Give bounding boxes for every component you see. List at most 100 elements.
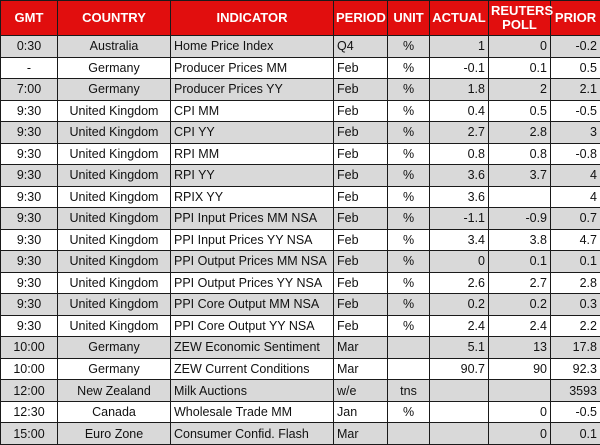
table-row: 9:30 United Kingdom CPI YY Feb% 2.7 2.8 3	[0, 121, 600, 144]
cell-period: Feb	[333, 99, 388, 123]
cell-prior: 92.3	[550, 357, 600, 381]
cell-reuters-poll: 13	[488, 336, 551, 359]
table-row: 9:30 United Kingdom PPI Input Prices YY NS…	[0, 228, 600, 252]
cell-reuters-poll: -0.9	[488, 207, 551, 230]
cell-gmt: 9:30	[0, 185, 58, 209]
cell-reuters-poll: 2	[488, 78, 551, 101]
cell-country: United Kingdom	[57, 185, 171, 209]
cell-country: United Kingdom	[57, 164, 171, 187]
cell-actual	[429, 400, 489, 424]
cell-actual	[429, 379, 489, 402]
cell-period: Feb	[333, 293, 388, 316]
cell-prior: 0.1	[550, 250, 600, 273]
cell-reuters-poll: 0.1	[488, 56, 551, 80]
column-header-actual: ACTUAL	[429, 0, 489, 36]
cell-reuters-poll	[488, 185, 551, 209]
table-row: 12:00 New Zealand Milk Auctions w/e tns 3593	[0, 379, 600, 402]
cell-prior: -0.2	[550, 35, 600, 58]
cell-actual: 0.4	[429, 99, 489, 123]
cell-indicator: Consumer Confid. Flash	[170, 422, 334, 445]
cell-country: Euro Zone	[57, 422, 171, 445]
cell-prior: 17.8	[550, 336, 600, 359]
table-row: 9:30 United Kingdom RPI YY Feb% 3.6 3.7 4	[0, 164, 600, 187]
cell-unit: %	[387, 142, 430, 166]
cell-indicator: PPI Core Output MM NSA	[170, 293, 334, 316]
cell-country: United Kingdom	[57, 314, 171, 338]
cell-indicator: RPI YY	[170, 164, 334, 187]
cell-prior: -0.5	[550, 99, 600, 123]
table-body: 0:30 Australia Home Price Index Q4% 1 0 -0.2- G…	[0, 35, 600, 445]
cell-gmt: 9:30	[0, 271, 58, 295]
cell-country: Canada	[57, 400, 171, 424]
cell-country: United Kingdom	[57, 228, 171, 252]
cell-prior: 2.1	[550, 78, 600, 101]
column-header-country: COUNTRY	[57, 0, 171, 36]
cell-actual: 2.4	[429, 314, 489, 338]
cell-indicator: CPI MM	[170, 99, 334, 123]
cell-reuters-poll: 2.4	[488, 314, 551, 338]
cell-actual: -1.1	[429, 207, 489, 230]
cell-period: Feb	[333, 121, 388, 144]
table-row: 10:00 Germany ZEW Economic Sentiment Mar 5.1…	[0, 336, 600, 359]
cell-gmt: 9:30	[0, 99, 58, 123]
cell-period: Feb	[333, 228, 388, 252]
table-row: 9:30 United Kingdom PPI Input Prices MM NS…	[0, 207, 600, 230]
cell-unit: %	[387, 56, 430, 80]
cell-period: Feb	[333, 207, 388, 230]
cell-prior: 4.7	[550, 228, 600, 252]
table-row: - Germany Producer Prices MM Feb% -0.1 0.1 0.5	[0, 56, 600, 80]
cell-indicator: Producer Prices YY	[170, 78, 334, 101]
cell-unit: %	[387, 164, 430, 187]
cell-reuters-poll: 0.8	[488, 142, 551, 166]
cell-period: Feb	[333, 271, 388, 295]
cell-gmt: 12:00	[0, 379, 58, 402]
cell-actual: 90.7	[429, 357, 489, 381]
cell-gmt: 10:00	[0, 357, 58, 381]
cell-country: Germany	[57, 56, 171, 80]
cell-prior: 2.8	[550, 271, 600, 295]
cell-reuters-poll: 0.2	[488, 293, 551, 316]
cell-indicator: PPI Core Output YY NSA	[170, 314, 334, 338]
cell-indicator: PPI Input Prices YY NSA	[170, 228, 334, 252]
cell-unit: %	[387, 78, 430, 101]
cell-unit: %	[387, 271, 430, 295]
cell-unit: %	[387, 293, 430, 316]
cell-indicator: ZEW Current Conditions	[170, 357, 334, 381]
cell-indicator: PPI Output Prices MM NSA	[170, 250, 334, 273]
cell-reuters-poll: 0	[488, 422, 551, 445]
cell-prior: 4	[550, 164, 600, 187]
cell-country: Germany	[57, 357, 171, 381]
cell-unit: %	[387, 228, 430, 252]
cell-gmt: 9:30	[0, 207, 58, 230]
cell-prior: 0.5	[550, 56, 600, 80]
cell-reuters-poll: 90	[488, 357, 551, 381]
cell-reuters-poll: 0	[488, 35, 551, 58]
cell-reuters-poll: 3.8	[488, 228, 551, 252]
table-row: 0:30 Australia Home Price Index Q4% 1 0 -0.2	[0, 35, 600, 58]
column-header-indicator: INDICATOR	[170, 0, 334, 36]
cell-unit: %	[387, 207, 430, 230]
cell-country: Germany	[57, 336, 171, 359]
cell-gmt: 7:00	[0, 78, 58, 101]
cell-indicator: PPI Output Prices YY NSA	[170, 271, 334, 295]
cell-actual: 0.8	[429, 142, 489, 166]
cell-unit: %	[387, 185, 430, 209]
table-row: 10:00 Germany ZEW Current Conditions Mar 90.…	[0, 357, 600, 381]
cell-period: Mar	[333, 422, 388, 445]
cell-unit	[387, 357, 430, 381]
cell-period: Jan	[333, 400, 388, 424]
cell-prior: -0.5	[550, 400, 600, 424]
cell-actual: 3.6	[429, 185, 489, 209]
cell-period: Mar	[333, 357, 388, 381]
cell-gmt: 9:30	[0, 314, 58, 338]
cell-indicator: CPI YY	[170, 121, 334, 144]
cell-period: Q4	[333, 35, 388, 58]
table-row: 9:30 United Kingdom PPI Output Prices YY N…	[0, 271, 600, 295]
cell-prior: 0.7	[550, 207, 600, 230]
cell-country: United Kingdom	[57, 250, 171, 273]
cell-period: Feb	[333, 142, 388, 166]
cell-country: United Kingdom	[57, 99, 171, 123]
cell-prior: 0.3	[550, 293, 600, 316]
cell-period: Mar	[333, 336, 388, 359]
